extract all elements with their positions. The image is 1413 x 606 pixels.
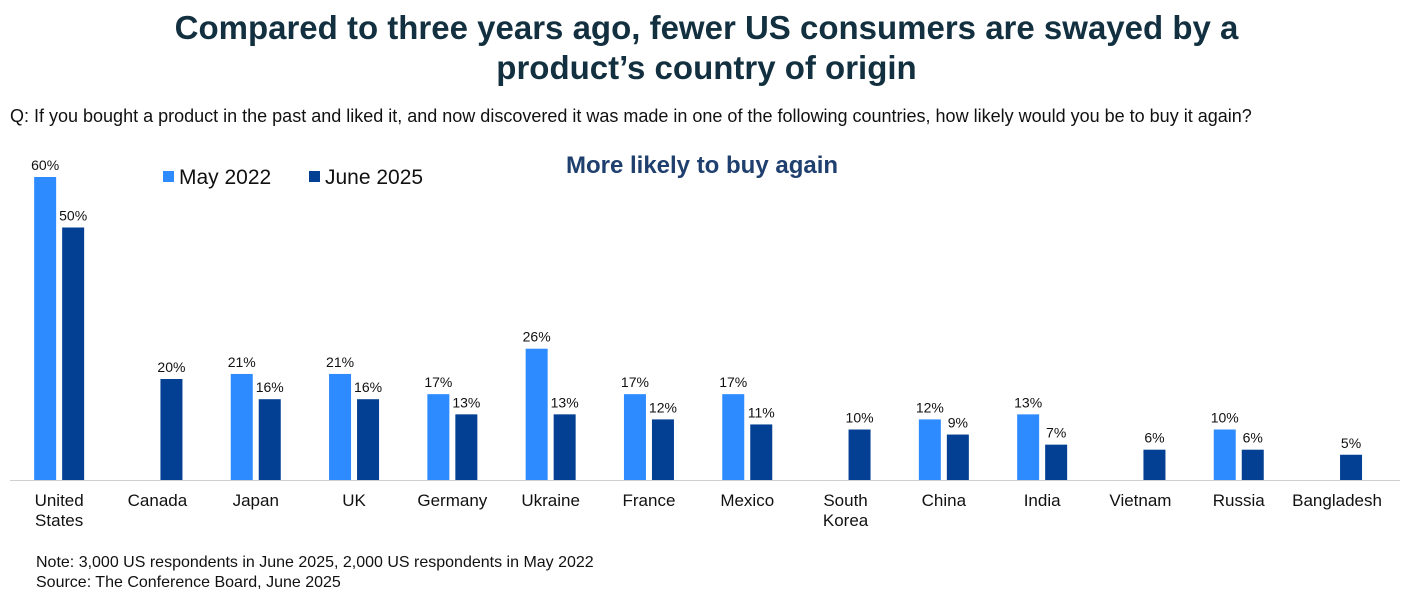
bar-russia-june-2025 xyxy=(1241,449,1264,480)
tick-label-india: India xyxy=(1024,491,1061,510)
note-text: Note: 3,000 US respondents in June 2025,… xyxy=(36,554,594,571)
data-label-germany-may-2022: 17% xyxy=(424,374,452,390)
legend-label-june-2025: June 2025 xyxy=(325,166,424,189)
bar-uk-may-2022 xyxy=(329,373,352,480)
data-label-uk-may-2022: 21% xyxy=(326,354,354,370)
data-label-china-june-2025: 9% xyxy=(948,415,968,431)
data-label-russia-may-2022: 10% xyxy=(1211,410,1239,426)
data-label-south-korea-june-2025: 10% xyxy=(846,410,874,426)
title-line-2: product’s country of origin xyxy=(496,49,917,86)
bar-china-june-2025 xyxy=(946,434,969,480)
data-label-france-may-2022: 17% xyxy=(621,374,649,390)
data-label-ukraine-june-2025: 13% xyxy=(551,394,579,410)
legend-item-may-2022: May 2022 xyxy=(163,166,271,190)
data-label-mexico-june-2025: 11% xyxy=(748,404,775,420)
bar-vietnam-june-2025 xyxy=(1143,449,1166,480)
tick-label-vietnam: Vietnam xyxy=(1109,491,1171,510)
data-label-japan-may-2022: 21% xyxy=(228,354,256,370)
bar-india-may-2022 xyxy=(1017,414,1040,480)
bar-south-korea-june-2025 xyxy=(848,429,871,480)
footnote: Note: 3,000 US respondents in June 2025,… xyxy=(36,553,594,593)
data-label-united-states-june-2025: 50% xyxy=(59,208,87,224)
bar-uk-june-2025 xyxy=(357,399,380,480)
title-line-1: Compared to three years ago, fewer US co… xyxy=(174,9,1239,46)
tick-label-japan: Japan xyxy=(233,491,279,510)
bar-india-june-2025 xyxy=(1045,444,1068,480)
tick-label-united-states: United States xyxy=(35,491,84,530)
data-label-germany-june-2025: 13% xyxy=(452,394,480,410)
data-label-mexico-may-2022: 17% xyxy=(719,374,747,390)
bar-bangladesh-june-2025 xyxy=(1340,454,1363,480)
data-label-canada-june-2025: 20% xyxy=(157,359,185,375)
tick-label-mexico: Mexico xyxy=(720,491,774,510)
bar-germany-june-2025 xyxy=(455,414,478,480)
tick-label-germany: Germany xyxy=(417,491,487,510)
data-label-bangladesh-june-2025: 5% xyxy=(1341,435,1361,451)
data-label-russia-june-2025: 6% xyxy=(1243,430,1263,446)
legend-label-may-2022: May 2022 xyxy=(179,166,272,189)
bar-japan-june-2025 xyxy=(258,399,281,480)
bar-germany-may-2022 xyxy=(427,394,450,480)
bar-ukraine-may-2022 xyxy=(525,348,548,480)
data-label-japan-june-2025: 16% xyxy=(256,379,284,395)
tick-label-russia: Russia xyxy=(1213,491,1266,510)
tick-label-france: France xyxy=(622,491,675,510)
source-text: Source: The Conference Board, June 2025 xyxy=(36,574,341,591)
bar-france-june-2025 xyxy=(651,419,674,480)
bar-united-states-june-2025 xyxy=(62,227,85,480)
legend-swatch-june-2025 xyxy=(309,171,320,182)
data-label-uk-june-2025: 16% xyxy=(354,379,382,395)
data-label-india-june-2025: 7% xyxy=(1046,425,1066,441)
legend-item-june-2025: June 2025 xyxy=(309,166,423,190)
data-label-china-may-2022: 12% xyxy=(916,399,944,415)
bar-chart: 60%50%United States20%Canada21%16%Japan21… xyxy=(10,157,1400,530)
bar-mexico-may-2022 xyxy=(722,394,745,480)
bar-ukraine-june-2025 xyxy=(553,414,576,480)
tick-label-south-korea: South Korea xyxy=(823,491,869,530)
tick-label-china: China xyxy=(922,491,967,510)
data-label-france-june-2025: 12% xyxy=(649,399,677,415)
bar-japan-may-2022 xyxy=(230,373,253,480)
data-label-united-states-may-2022: 60% xyxy=(31,157,59,173)
data-label-vietnam-june-2025: 6% xyxy=(1144,430,1164,446)
bar-mexico-june-2025 xyxy=(750,424,773,480)
data-label-ukraine-may-2022: 26% xyxy=(523,329,551,345)
bar-russia-may-2022 xyxy=(1213,429,1236,480)
chart-title: Compared to three years ago, fewer US co… xyxy=(0,8,1413,88)
bar-canada-june-2025 xyxy=(160,379,183,480)
bar-france-may-2022 xyxy=(623,394,646,480)
tick-label-bangladesh: Bangladesh xyxy=(1292,491,1382,510)
bar-china-may-2022 xyxy=(918,419,941,480)
tick-label-ukraine: Ukraine xyxy=(521,491,580,510)
data-label-india-may-2022: 13% xyxy=(1014,394,1042,410)
chart-subtitle: More likely to buy again xyxy=(565,152,839,179)
tick-label-uk: UK xyxy=(342,491,366,510)
survey-question: Q: If you bought a product in the past a… xyxy=(10,106,1252,126)
tick-label-canada: Canada xyxy=(128,491,188,510)
bar-united-states-may-2022 xyxy=(34,177,57,480)
legend-swatch-may-2022 xyxy=(163,171,174,182)
